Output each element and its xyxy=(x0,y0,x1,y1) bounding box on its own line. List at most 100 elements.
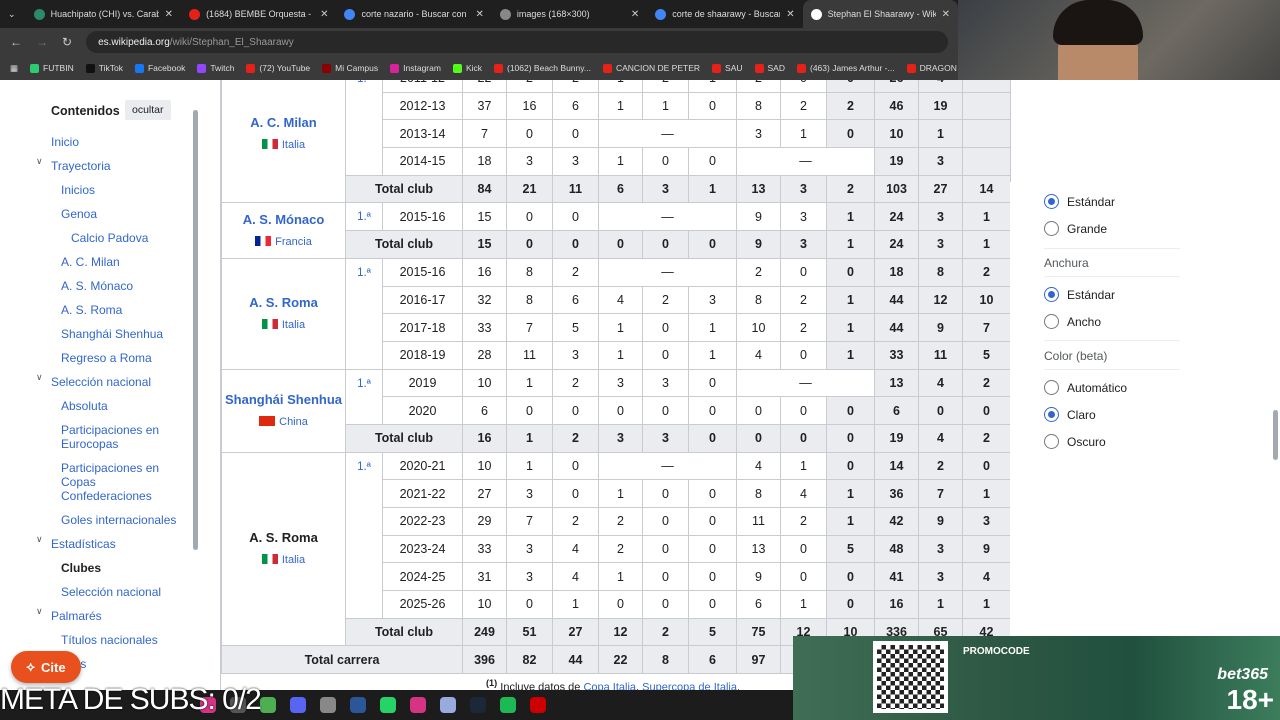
apps-icon[interactable]: ▦ xyxy=(10,62,19,73)
toc-item[interactable]: Selección nacional xyxy=(51,375,152,389)
taskbar-app-icon[interactable] xyxy=(470,697,486,713)
club-name-link[interactable]: A. C. Milan xyxy=(250,114,317,130)
taskbar-app-icon[interactable] xyxy=(380,697,396,713)
width-standard-radio[interactable]: Estándar xyxy=(1044,287,1115,302)
chevron-down-icon[interactable]: ∨ xyxy=(36,606,43,616)
taskbar-app-icon[interactable] xyxy=(530,697,546,713)
chevron-down-icon[interactable]: ∨ xyxy=(36,534,43,544)
reload-icon[interactable]: ↻ xyxy=(62,35,73,49)
bookmark-0[interactable]: FUTBIN xyxy=(30,63,74,73)
tab-search-button[interactable]: ⌄ xyxy=(8,8,16,19)
toc-item[interactable]: Trayectoria xyxy=(51,159,111,173)
toc-item[interactable]: Genoa xyxy=(61,207,98,221)
toc-item[interactable]: Inicio xyxy=(51,135,80,149)
color-auto-radio[interactable]: Automático xyxy=(1044,380,1127,395)
tab-5[interactable]: Stephan El Shaarawy - Wikiped ✕ xyxy=(802,0,959,28)
taskbar-app-icon[interactable] xyxy=(260,697,276,713)
taskbar-app-icon[interactable] xyxy=(410,697,426,713)
bookmark-6[interactable]: Instagram xyxy=(390,63,441,73)
forward-icon[interactable]: → xyxy=(36,35,48,49)
toc-item[interactable]: Regreso a Roma xyxy=(61,351,152,365)
bookmark-9[interactable]: CANCION DE PETER xyxy=(602,63,700,73)
supercopa-link[interactable]: Supercopa de Italia xyxy=(642,681,737,690)
close-tab-icon[interactable]: ✕ xyxy=(630,8,640,20)
bookmark-3[interactable]: Twitch xyxy=(197,63,234,73)
stat-cell: 1 xyxy=(598,340,643,370)
toc-item[interactable]: Títulos nacionales xyxy=(61,633,158,647)
toc-item[interactable]: Inicios xyxy=(61,183,96,197)
taskbar-app-icon[interactable] xyxy=(350,697,366,713)
club-name-link[interactable]: A. S. Mónaco xyxy=(242,211,325,227)
bookmark-10[interactable]: SAU xyxy=(712,63,743,73)
bookmark-5[interactable]: Mi Campus xyxy=(322,63,378,73)
page-scrollbar[interactable] xyxy=(1273,410,1278,460)
taskbar-app-icon[interactable] xyxy=(230,697,246,713)
close-tab-icon[interactable]: ✕ xyxy=(320,8,329,20)
toc-item[interactable]: Selección nacional xyxy=(61,585,162,599)
toc-item[interactable]: A. C. Milan xyxy=(61,255,120,269)
close-tab-icon[interactable]: ✕ xyxy=(164,8,174,20)
color-dark-radio[interactable]: Oscuro xyxy=(1044,434,1106,449)
nation-link[interactable]: Francia xyxy=(222,231,345,253)
cite-button[interactable]: ⟡ Cite xyxy=(11,651,81,683)
toc-item[interactable]: Absoluta xyxy=(61,399,108,413)
toc-item[interactable]: Goles internacionales xyxy=(61,513,177,527)
toc-item[interactable]: Shanghái Shenhua xyxy=(61,327,164,341)
back-icon[interactable]: ← xyxy=(10,35,22,49)
bookmark-2[interactable]: Facebook xyxy=(134,63,185,73)
close-tab-icon[interactable]: ✕ xyxy=(475,8,484,20)
tab-0[interactable]: Huachipato (CHI) vs. Carabobo ✕ xyxy=(26,0,181,28)
bookmark-1[interactable]: TikTok xyxy=(85,63,123,73)
toc-scrollbar[interactable] xyxy=(193,110,198,550)
taskbar-app-icon[interactable] xyxy=(440,697,456,713)
bookmark-13[interactable]: DRAGON BALL GT xyxy=(906,63,958,73)
stat-cell: 28 xyxy=(462,340,507,370)
stat-cell: 1 xyxy=(598,479,643,508)
division-cell[interactable]: 1.ª xyxy=(345,80,383,176)
nation-link[interactable]: China xyxy=(222,411,345,433)
tab-favicon-icon xyxy=(33,8,45,20)
taskbar-app-icon[interactable] xyxy=(200,697,216,713)
toc-item[interactable]: Participaciones en Eurocopas xyxy=(61,423,160,451)
text-size-standard-radio[interactable]: Estándar xyxy=(1044,194,1115,209)
club-name-link[interactable]: Shanghái Shenhua xyxy=(224,391,342,407)
tab-1[interactable]: (1684) BEMBE Orquesta - El Co ✕ xyxy=(181,0,336,28)
division-cell[interactable]: 1.ª xyxy=(345,257,383,370)
toc-item[interactable]: A. S. Mónaco xyxy=(61,279,134,293)
color-light-radio[interactable]: Claro xyxy=(1044,407,1096,422)
chevron-down-icon[interactable]: ∨ xyxy=(36,156,43,166)
close-tab-icon[interactable]: ✕ xyxy=(786,8,795,20)
taskbar-app-icon[interactable] xyxy=(500,697,516,713)
toc-hide-button[interactable]: ocultar xyxy=(125,100,171,120)
club-name-link[interactable]: A. S. Roma xyxy=(249,294,318,310)
bookmark-11[interactable]: SAD xyxy=(754,63,785,73)
tab-3[interactable]: images (168×300) ✕ xyxy=(492,0,647,28)
division-cell[interactable]: 1.ª xyxy=(345,202,383,232)
bookmark-4[interactable]: (72) YouTube xyxy=(246,63,310,73)
stat-cell: 9 xyxy=(736,562,781,592)
url-input[interactable]: es.wikipedia.org/wiki/Stephan_El_Shaaraw… xyxy=(86,31,948,53)
toc-item[interactable]: Participaciones en Copas Confederaciones xyxy=(61,461,160,503)
close-tab-icon[interactable]: ✕ xyxy=(941,8,951,20)
toc-item[interactable]: Estadísticas xyxy=(51,537,116,551)
taskbar-app-icon[interactable] xyxy=(290,697,306,713)
toc-item[interactable]: A. S. Roma xyxy=(61,303,123,317)
taskbar-app-icon[interactable] xyxy=(320,697,336,713)
division-cell[interactable]: 1.ª xyxy=(345,368,383,425)
nation-link[interactable]: Italia xyxy=(222,314,345,336)
chevron-down-icon[interactable]: ∨ xyxy=(36,372,43,382)
width-wide-radio[interactable]: Ancho xyxy=(1044,314,1101,329)
bookmark-8[interactable]: (1062) Beach Bunny... xyxy=(494,63,591,73)
tab-4[interactable]: corte de shaarawy - Buscar con ✕ xyxy=(647,0,802,28)
copa-italia-link[interactable]: Copa Italia xyxy=(583,681,637,690)
division-cell[interactable]: 1.ª xyxy=(345,451,383,619)
tab-2[interactable]: corte nazario - Buscar con Goo ✕ xyxy=(336,0,491,28)
text-size-large-radio[interactable]: Grande xyxy=(1044,221,1107,236)
toc-item[interactable]: Clubes xyxy=(61,561,102,575)
bookmark-12[interactable]: (463) James Arthur -... xyxy=(797,63,895,73)
toc-item[interactable]: Calcio Padova xyxy=(71,231,149,245)
nation-link[interactable]: Italia xyxy=(222,549,345,571)
nation-link[interactable]: Italia xyxy=(222,134,345,156)
bookmark-7[interactable]: Kick xyxy=(452,63,482,73)
toc-item[interactable]: Palmarés xyxy=(51,609,102,623)
